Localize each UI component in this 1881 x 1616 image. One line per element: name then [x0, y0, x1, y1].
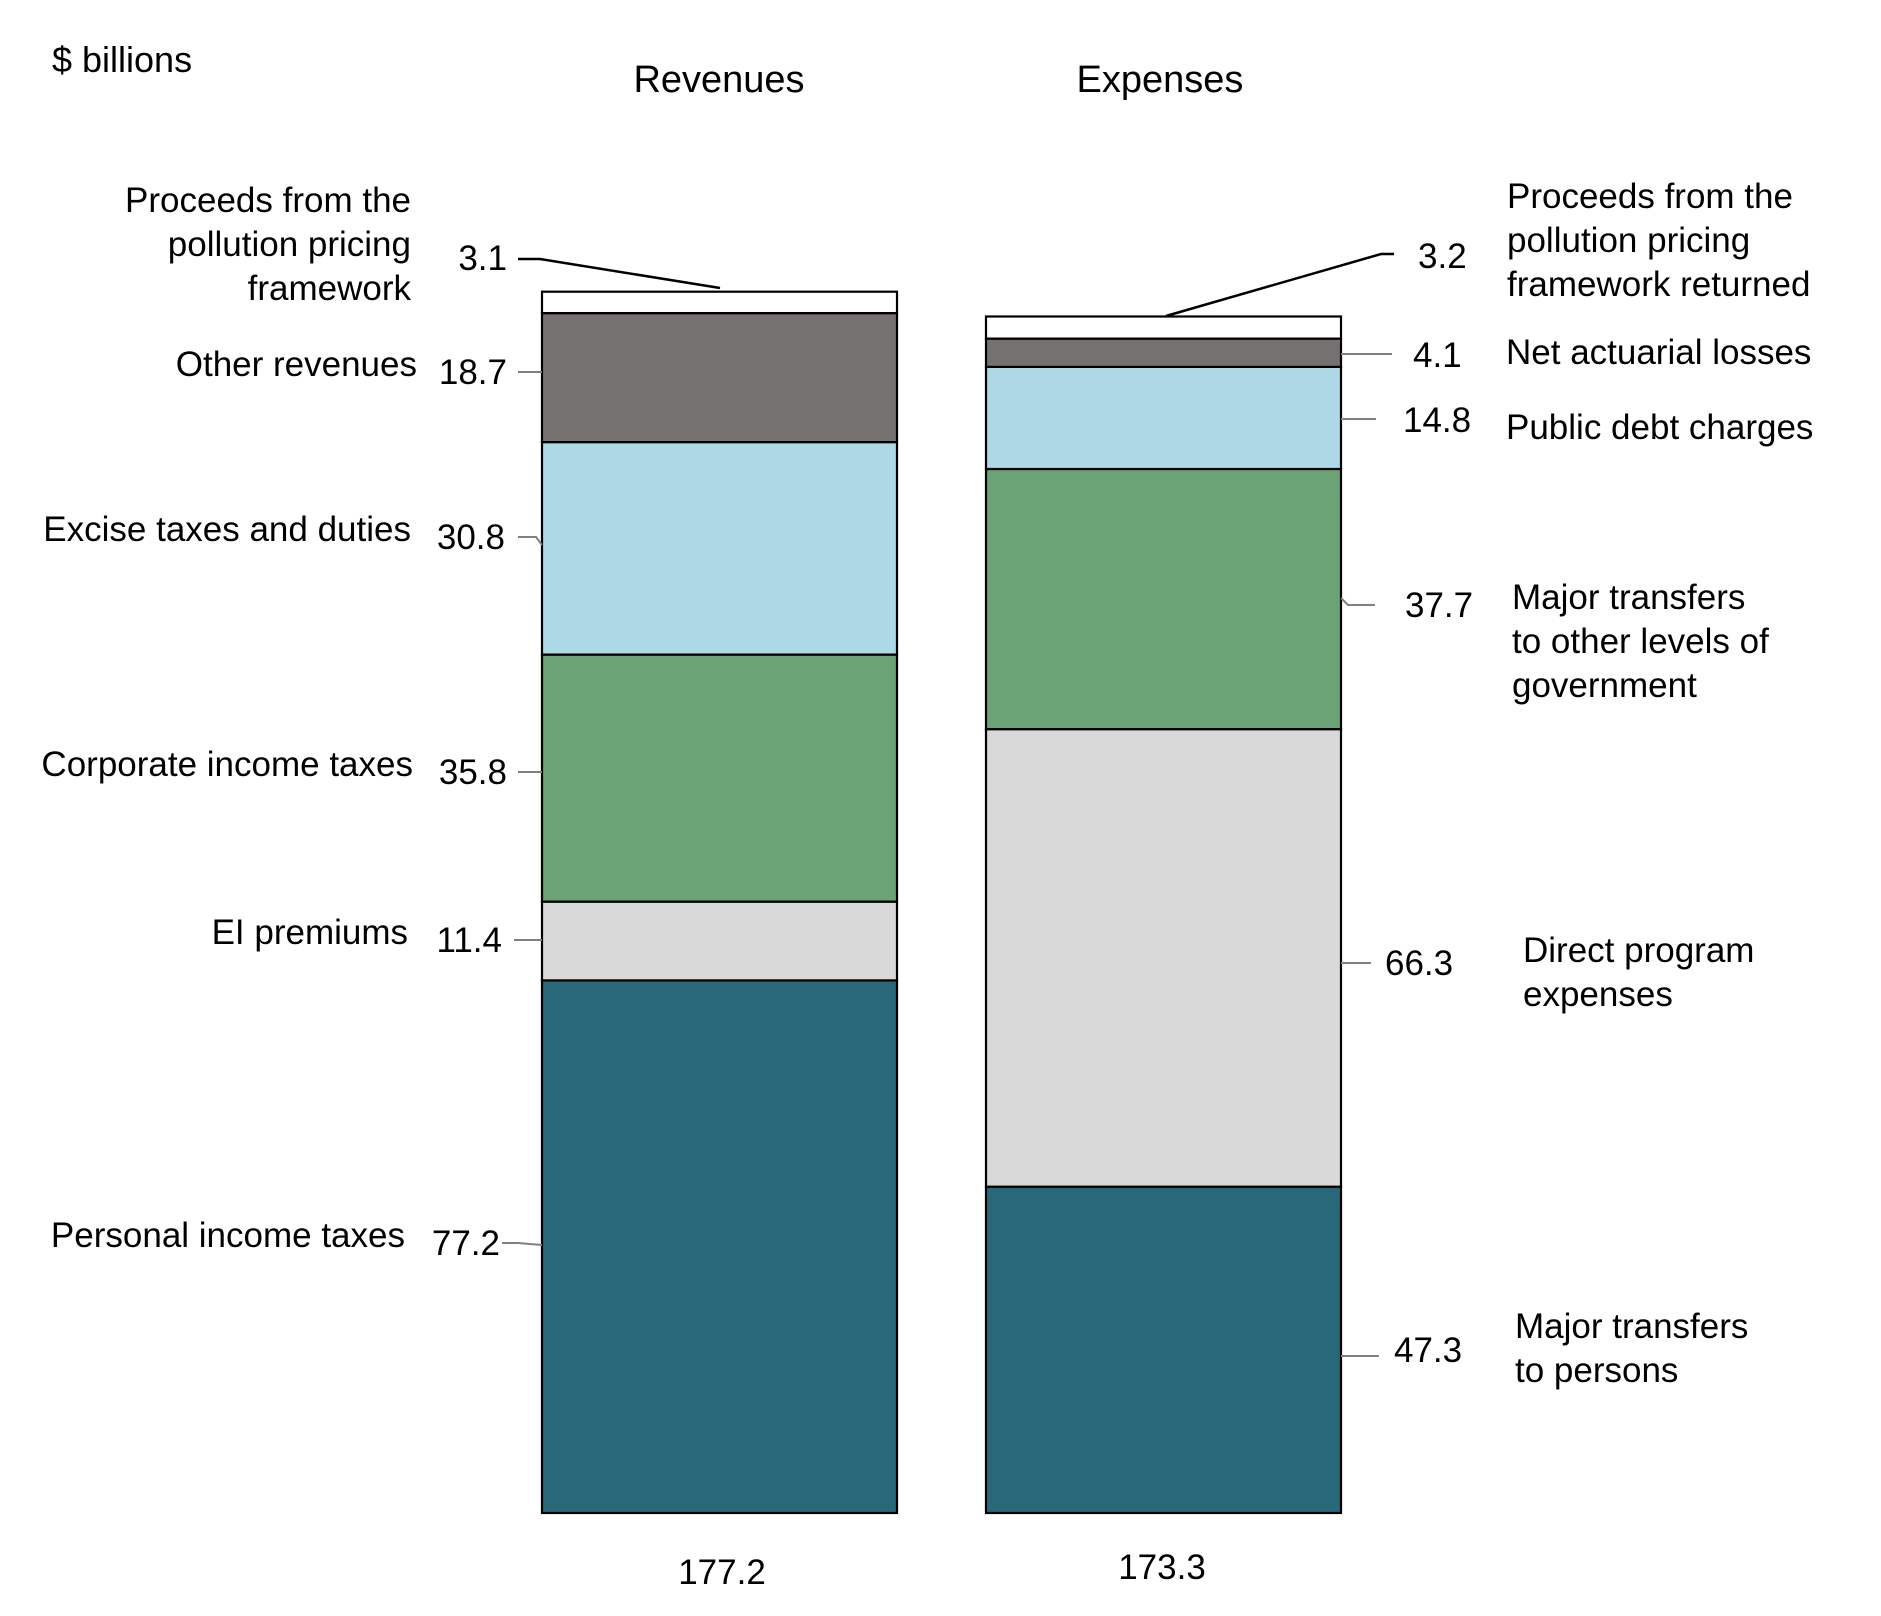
data-label-expenses-net-actuarial-losses: 4.1	[1413, 336, 1462, 375]
leader-line-revenues-proceeds-from-the-pollution-pricing-framework	[518, 257, 721, 290]
category-label-line: pollution pricing	[168, 225, 411, 264]
category-label-revenues-personal-income-taxes: Personal income taxes	[51, 1216, 405, 1255]
category-label-line: pollution pricing	[1507, 221, 1750, 260]
category-label-line: expenses	[1523, 975, 1673, 1014]
category-label-revenues-corporate-income-taxes: Corporate income taxes	[41, 745, 413, 784]
category-label-line: Public debt charges	[1506, 408, 1813, 447]
data-label-revenues-ei-premiums: 11.4	[436, 921, 502, 960]
bar-segment-revenues-personal-income-taxes	[540, 979, 899, 1515]
bar-segment-expenses-proceeds-from-the-pollution-pricing-framework-returned	[984, 315, 1343, 340]
column-title-expenses: Expenses	[1077, 59, 1244, 101]
category-label-line: Proceeds from the	[1507, 177, 1793, 216]
category-label-line: to persons	[1515, 1351, 1678, 1390]
data-label-expenses-proceeds-from-the-pollution-pricing-framework-returned: 3.2	[1418, 237, 1467, 276]
data-label-expenses-public-debt-charges: 14.8	[1403, 401, 1471, 440]
category-label-line: Other revenues	[176, 345, 417, 384]
category-label-line: EI premiums	[212, 913, 408, 952]
data-label-expenses-major-transfers-to-persons: 47.3	[1394, 1331, 1462, 1370]
category-label-line: framework returned	[1507, 265, 1810, 304]
bar-segment-expenses-direct-program-expenses	[984, 728, 1343, 1188]
category-label-line: Major transfers	[1512, 578, 1745, 617]
data-label-revenues-other-revenues: 18.7	[439, 353, 507, 392]
bar-segment-expenses-major-transfers-to-other-levels-of-government	[984, 467, 1343, 731]
data-label-revenues-proceeds-from-the-pollution-pricing-framework: 3.1	[458, 239, 507, 278]
data-label-revenues-corporate-income-taxes: 35.8	[439, 753, 507, 792]
labels-layer: 77.2 Personal income taxes 11.4 EI premiums…	[41, 177, 1813, 1390]
leader-line-revenues-excise-taxes-and-duties	[518, 536, 543, 546]
category-label-expenses-proceeds-from-the-pollution-pricing-framework-returned: Proceeds from the pollution pricing framew…	[1507, 177, 1810, 304]
unit-label: $ billions	[52, 39, 192, 80]
bar-segment-revenues-corporate-income-taxes	[540, 653, 899, 903]
category-label-line: Direct program	[1523, 931, 1754, 970]
category-label-line: Net actuarial losses	[1506, 333, 1811, 372]
data-label-revenues-personal-income-taxes: 77.2	[432, 1224, 500, 1263]
data-label-revenues-excise-taxes-and-duties: 30.8	[437, 518, 505, 557]
total-label-expenses: 173.3	[1118, 1548, 1206, 1587]
bar-segment-revenues-other-revenues	[540, 312, 899, 444]
category-label-line: Corporate income taxes	[41, 745, 413, 784]
category-label-revenues-other-revenues: Other revenues	[176, 345, 417, 384]
bar-segment-expenses-public-debt-charges	[984, 365, 1343, 471]
category-label-line: Proceeds from the	[125, 181, 411, 220]
bar-segment-revenues-excise-taxes-and-duties	[540, 441, 899, 656]
data-label-expenses-direct-program-expenses: 66.3	[1385, 944, 1453, 983]
category-label-line: framework	[248, 269, 412, 308]
category-label-line: to other levels of	[1512, 622, 1769, 661]
category-label-revenues-excise-taxes-and-duties: Excise taxes and duties	[43, 510, 411, 549]
category-label-expenses-major-transfers-to-other-levels-of-government: Major transfers to other levels of governm…	[1512, 578, 1769, 705]
category-label-revenues-proceeds-from-the-pollution-pricing-framework: Proceeds from the pollution pricing framew…	[125, 181, 411, 308]
bar-segment-expenses-major-transfers-to-persons	[984, 1185, 1343, 1515]
leader-line-revenues-personal-income-taxes	[502, 1242, 543, 1246]
leader-line-expenses-major-transfers-to-other-levels-of-government	[1340, 597, 1375, 606]
category-label-expenses-direct-program-expenses: Direct program expenses	[1523, 931, 1754, 1014]
column-title-revenues: Revenues	[633, 59, 804, 101]
category-label-line: Excise taxes and duties	[43, 510, 411, 549]
category-label-revenues-ei-premiums: EI premiums	[212, 913, 408, 952]
bars-layer	[540, 290, 1343, 1515]
category-label-line: government	[1512, 666, 1697, 705]
category-label-line: Major transfers	[1515, 1307, 1748, 1346]
category-label-line: Personal income taxes	[51, 1216, 405, 1255]
category-label-expenses-public-debt-charges: Public debt charges	[1506, 408, 1813, 447]
category-label-expenses-major-transfers-to-persons: Major transfers to persons	[1515, 1307, 1748, 1390]
category-label-expenses-net-actuarial-losses: Net actuarial losses	[1506, 333, 1811, 372]
leader-line-expenses-proceeds-from-the-pollution-pricing-framework-returned	[1165, 252, 1394, 318]
total-label-revenues: 177.2	[678, 1553, 766, 1592]
data-label-expenses-major-transfers-to-other-levels-of-government: 37.7	[1405, 586, 1473, 625]
bar-segment-expenses-net-actuarial-losses	[984, 337, 1343, 369]
bar-segment-revenues-proceeds-from-the-pollution-pricing-framework	[540, 290, 899, 315]
bar-segment-revenues-ei-premiums	[540, 900, 899, 982]
